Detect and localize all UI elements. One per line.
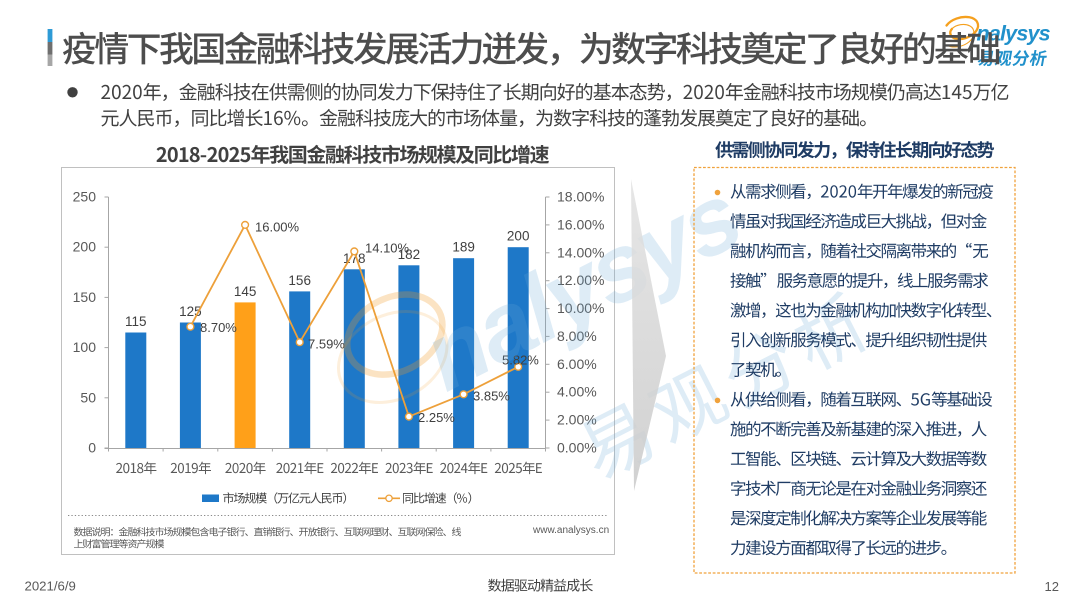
svg-text:0: 0 [88, 440, 96, 456]
svg-text:182: 182 [398, 247, 421, 262]
svg-text:2.25%: 2.25% [418, 410, 455, 425]
svg-text:145: 145 [234, 284, 257, 299]
svg-text:18.00%: 18.00% [557, 189, 604, 205]
svg-text:7.59%: 7.59% [308, 337, 345, 352]
svg-text:16.00%: 16.00% [255, 220, 300, 235]
svg-text:12: 12 [1045, 579, 1059, 594]
svg-text:12.00%: 12.00% [557, 272, 604, 288]
svg-text:200: 200 [507, 229, 530, 244]
svg-text:nalysys: nalysys [977, 22, 1051, 46]
svg-text:3.85%: 3.85% [473, 389, 510, 404]
svg-text:0.00%: 0.00% [557, 440, 597, 456]
svg-text:8.00%: 8.00% [557, 328, 597, 344]
svg-text:2.00%: 2.00% [557, 412, 597, 428]
svg-text:250: 250 [73, 189, 97, 205]
svg-text:4.00%: 4.00% [557, 384, 597, 400]
svg-text:200: 200 [73, 239, 97, 255]
svg-text:16.00%: 16.00% [557, 216, 604, 232]
svg-text:150: 150 [73, 289, 97, 305]
svg-text:5.82%: 5.82% [502, 353, 539, 368]
svg-text:10.00%: 10.00% [557, 300, 604, 316]
svg-text:14.00%: 14.00% [557, 244, 604, 260]
svg-text:100: 100 [73, 339, 97, 355]
svg-text:115: 115 [125, 314, 147, 329]
svg-text:2021/6/9: 2021/6/9 [25, 579, 76, 594]
svg-text:www.analysys.cn: www.analysys.cn [532, 525, 609, 536]
svg-text:156: 156 [288, 273, 311, 288]
svg-text:189: 189 [452, 240, 475, 255]
svg-text:14.10%: 14.10% [365, 241, 410, 256]
svg-text:50: 50 [80, 389, 96, 405]
svg-text:6.00%: 6.00% [557, 356, 597, 372]
svg-text:8.70%: 8.70% [200, 320, 237, 335]
